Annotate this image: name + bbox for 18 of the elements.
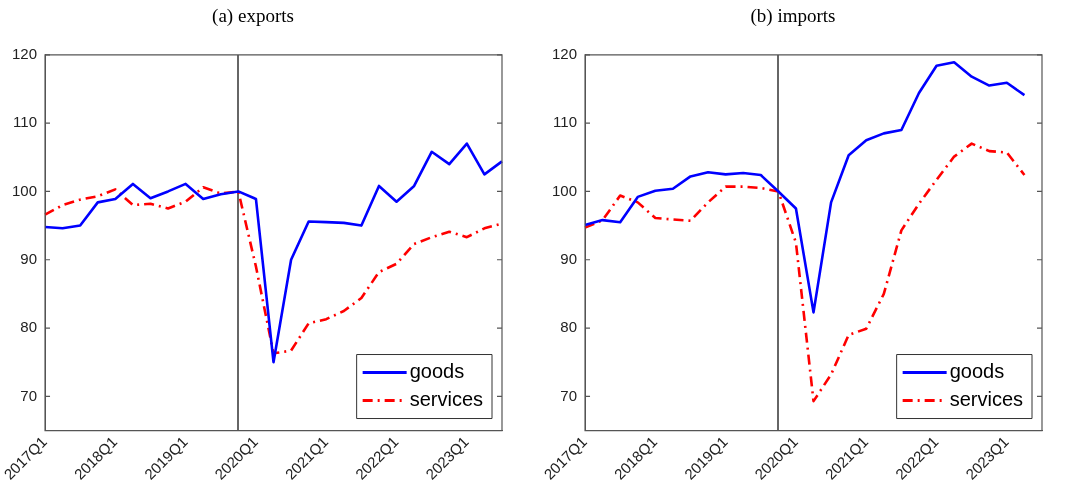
legend-label: goods: [949, 360, 1005, 383]
y-tick-label: 100: [12, 181, 38, 199]
y-tick-label: 70: [20, 386, 38, 404]
y-tick-label: 110: [13, 113, 38, 131]
legend-label: services: [409, 388, 484, 411]
y-tick-label: 80: [560, 318, 578, 336]
y-tick-label: 120: [552, 44, 578, 62]
legend-label: goods: [409, 360, 465, 383]
y-tick-label: 70: [560, 386, 578, 404]
y-tick-label: 110: [553, 113, 578, 131]
legend-label: services: [949, 388, 1024, 411]
chart-title: (b) imports: [750, 5, 836, 28]
chart-title: (a) exports: [212, 5, 294, 28]
y-tick-label: 80: [20, 318, 38, 336]
y-tick-label: 100: [552, 181, 578, 199]
y-tick-label: 90: [560, 249, 578, 267]
y-tick-label: 120: [12, 44, 38, 62]
y-tick-label: 90: [20, 249, 38, 267]
